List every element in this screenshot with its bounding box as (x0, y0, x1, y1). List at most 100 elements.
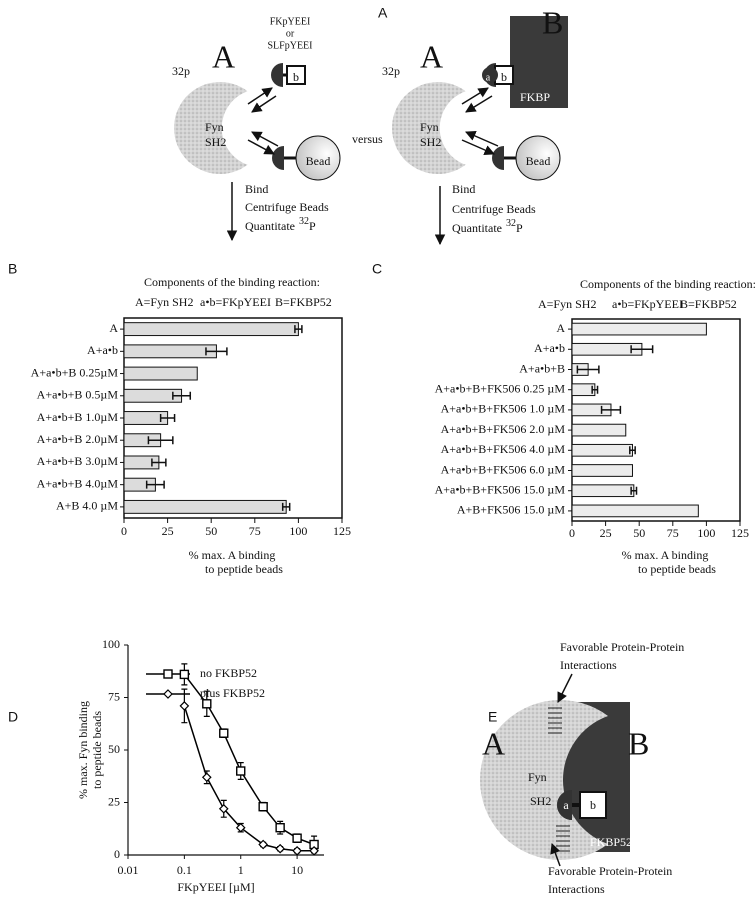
a-label: a (486, 72, 491, 83)
step: Centrifuge Beads (452, 202, 536, 216)
marker (258, 839, 269, 850)
step: Quantitate 32P (452, 218, 523, 234)
x-tick-label: 0 (121, 524, 127, 538)
note: Favorable Protein-Protein (560, 640, 684, 654)
marker (202, 699, 212, 709)
marker (179, 669, 190, 680)
category-label: A+a•b (87, 343, 118, 357)
peptide-b (579, 791, 607, 819)
x-tick-label: 50 (205, 524, 217, 538)
arrow (557, 673, 573, 703)
step: Centrifuge Beads (245, 200, 329, 214)
category-label: A+a•b+B 3.0µM (37, 454, 119, 468)
marker (309, 845, 319, 856)
peptide-b (286, 65, 306, 85)
marker (163, 689, 173, 699)
marker (219, 728, 229, 738)
marker (235, 822, 246, 833)
x-tick-label: 10 (291, 863, 303, 877)
isotope: 32 (172, 64, 184, 78)
error-bar (147, 436, 174, 445)
a-label: a (563, 798, 569, 812)
x-tick-label: 0 (569, 526, 575, 540)
category-label: A+B+FK506 15.0 µM (457, 503, 565, 517)
bead-label: Bead (526, 154, 551, 168)
y-tick-label: 25 (108, 794, 120, 808)
bar (571, 484, 635, 498)
y-tick-label: 50 (108, 742, 120, 756)
error-bar (159, 414, 176, 422)
legend-item: B=FKBP52 (680, 297, 737, 311)
category-label: A+a•b+B+FK506 2.0 µM (441, 422, 566, 436)
marker (258, 802, 268, 812)
category-label: A+a•b+B 1.0µM (37, 410, 119, 424)
y-axis-label: % max. Fyn binding (76, 701, 90, 799)
fyn-label: Fyn (205, 120, 224, 134)
peptide-a (482, 67, 498, 83)
arrow (461, 87, 489, 105)
diagram-shapes (174, 16, 630, 867)
legend-item: A=Fyn SH2 (538, 297, 596, 311)
element: p (184, 64, 190, 78)
marker (275, 823, 285, 833)
y-tick-label: 0 (114, 847, 120, 861)
error-bar (600, 405, 622, 414)
arrow (251, 131, 279, 147)
x-tick-label: 50 (633, 526, 645, 540)
category-label: A (109, 321, 118, 335)
category-label: A+a•b+B (519, 361, 565, 375)
note: Favorable Protein-Protein (548, 864, 672, 878)
x-tick-label: 1 (238, 863, 244, 877)
protein-label: A (212, 38, 235, 74)
peptide-a (557, 790, 572, 820)
bar (571, 423, 627, 437)
bar (571, 443, 633, 457)
marker (179, 701, 190, 711)
error-bar (281, 502, 291, 511)
x-tick-label: 100 (289, 524, 307, 538)
x-axis-label: % max. A binding (622, 548, 709, 562)
element: P (516, 221, 523, 235)
isotope-label: 32p (172, 64, 190, 78)
marker (163, 669, 173, 679)
fyn-label: Fyn (420, 120, 439, 134)
fyn-sh2 (174, 82, 248, 175)
error-bar (591, 385, 599, 394)
peptide-a (271, 63, 283, 87)
arrow (465, 95, 493, 113)
panel-label: A (378, 5, 388, 21)
fkbp (510, 16, 568, 108)
error-bar (294, 325, 303, 334)
step-text: Quantitate (452, 221, 502, 235)
arrow (247, 87, 273, 105)
b-label: b (590, 798, 596, 812)
chart-title: Components of the binding reaction: (144, 275, 320, 289)
marker (236, 766, 246, 776)
bar (123, 344, 217, 359)
category-label: A+a•b+B+FK506 0.25 µM (435, 381, 566, 395)
sh2-label: SH2 (205, 135, 226, 149)
bead-peptide (492, 146, 504, 170)
bar (571, 322, 707, 336)
sh2-label: SH2 (530, 794, 551, 808)
category-label: A+a•b+B 0.5µM (37, 388, 119, 402)
element: P (309, 219, 316, 233)
panel-label: C (372, 261, 382, 277)
fyn-sh2 (479, 700, 608, 860)
chart-title: Components of the binding reaction: (580, 277, 756, 291)
x-tick-label: 25 (162, 524, 174, 538)
error-bar (172, 391, 192, 400)
arrow (251, 95, 277, 113)
marker (292, 833, 302, 843)
plot-frame (571, 318, 741, 522)
protein-label: B (628, 725, 649, 761)
note: Interactions (548, 882, 605, 896)
x-tick-label: 75 (667, 526, 679, 540)
step-text: Quantitate (245, 219, 295, 233)
y-tick-label: 100 (102, 637, 120, 651)
versus: versus (352, 132, 383, 146)
panel-label: B (8, 261, 17, 277)
error-bar (630, 345, 654, 354)
arrow (465, 130, 499, 147)
